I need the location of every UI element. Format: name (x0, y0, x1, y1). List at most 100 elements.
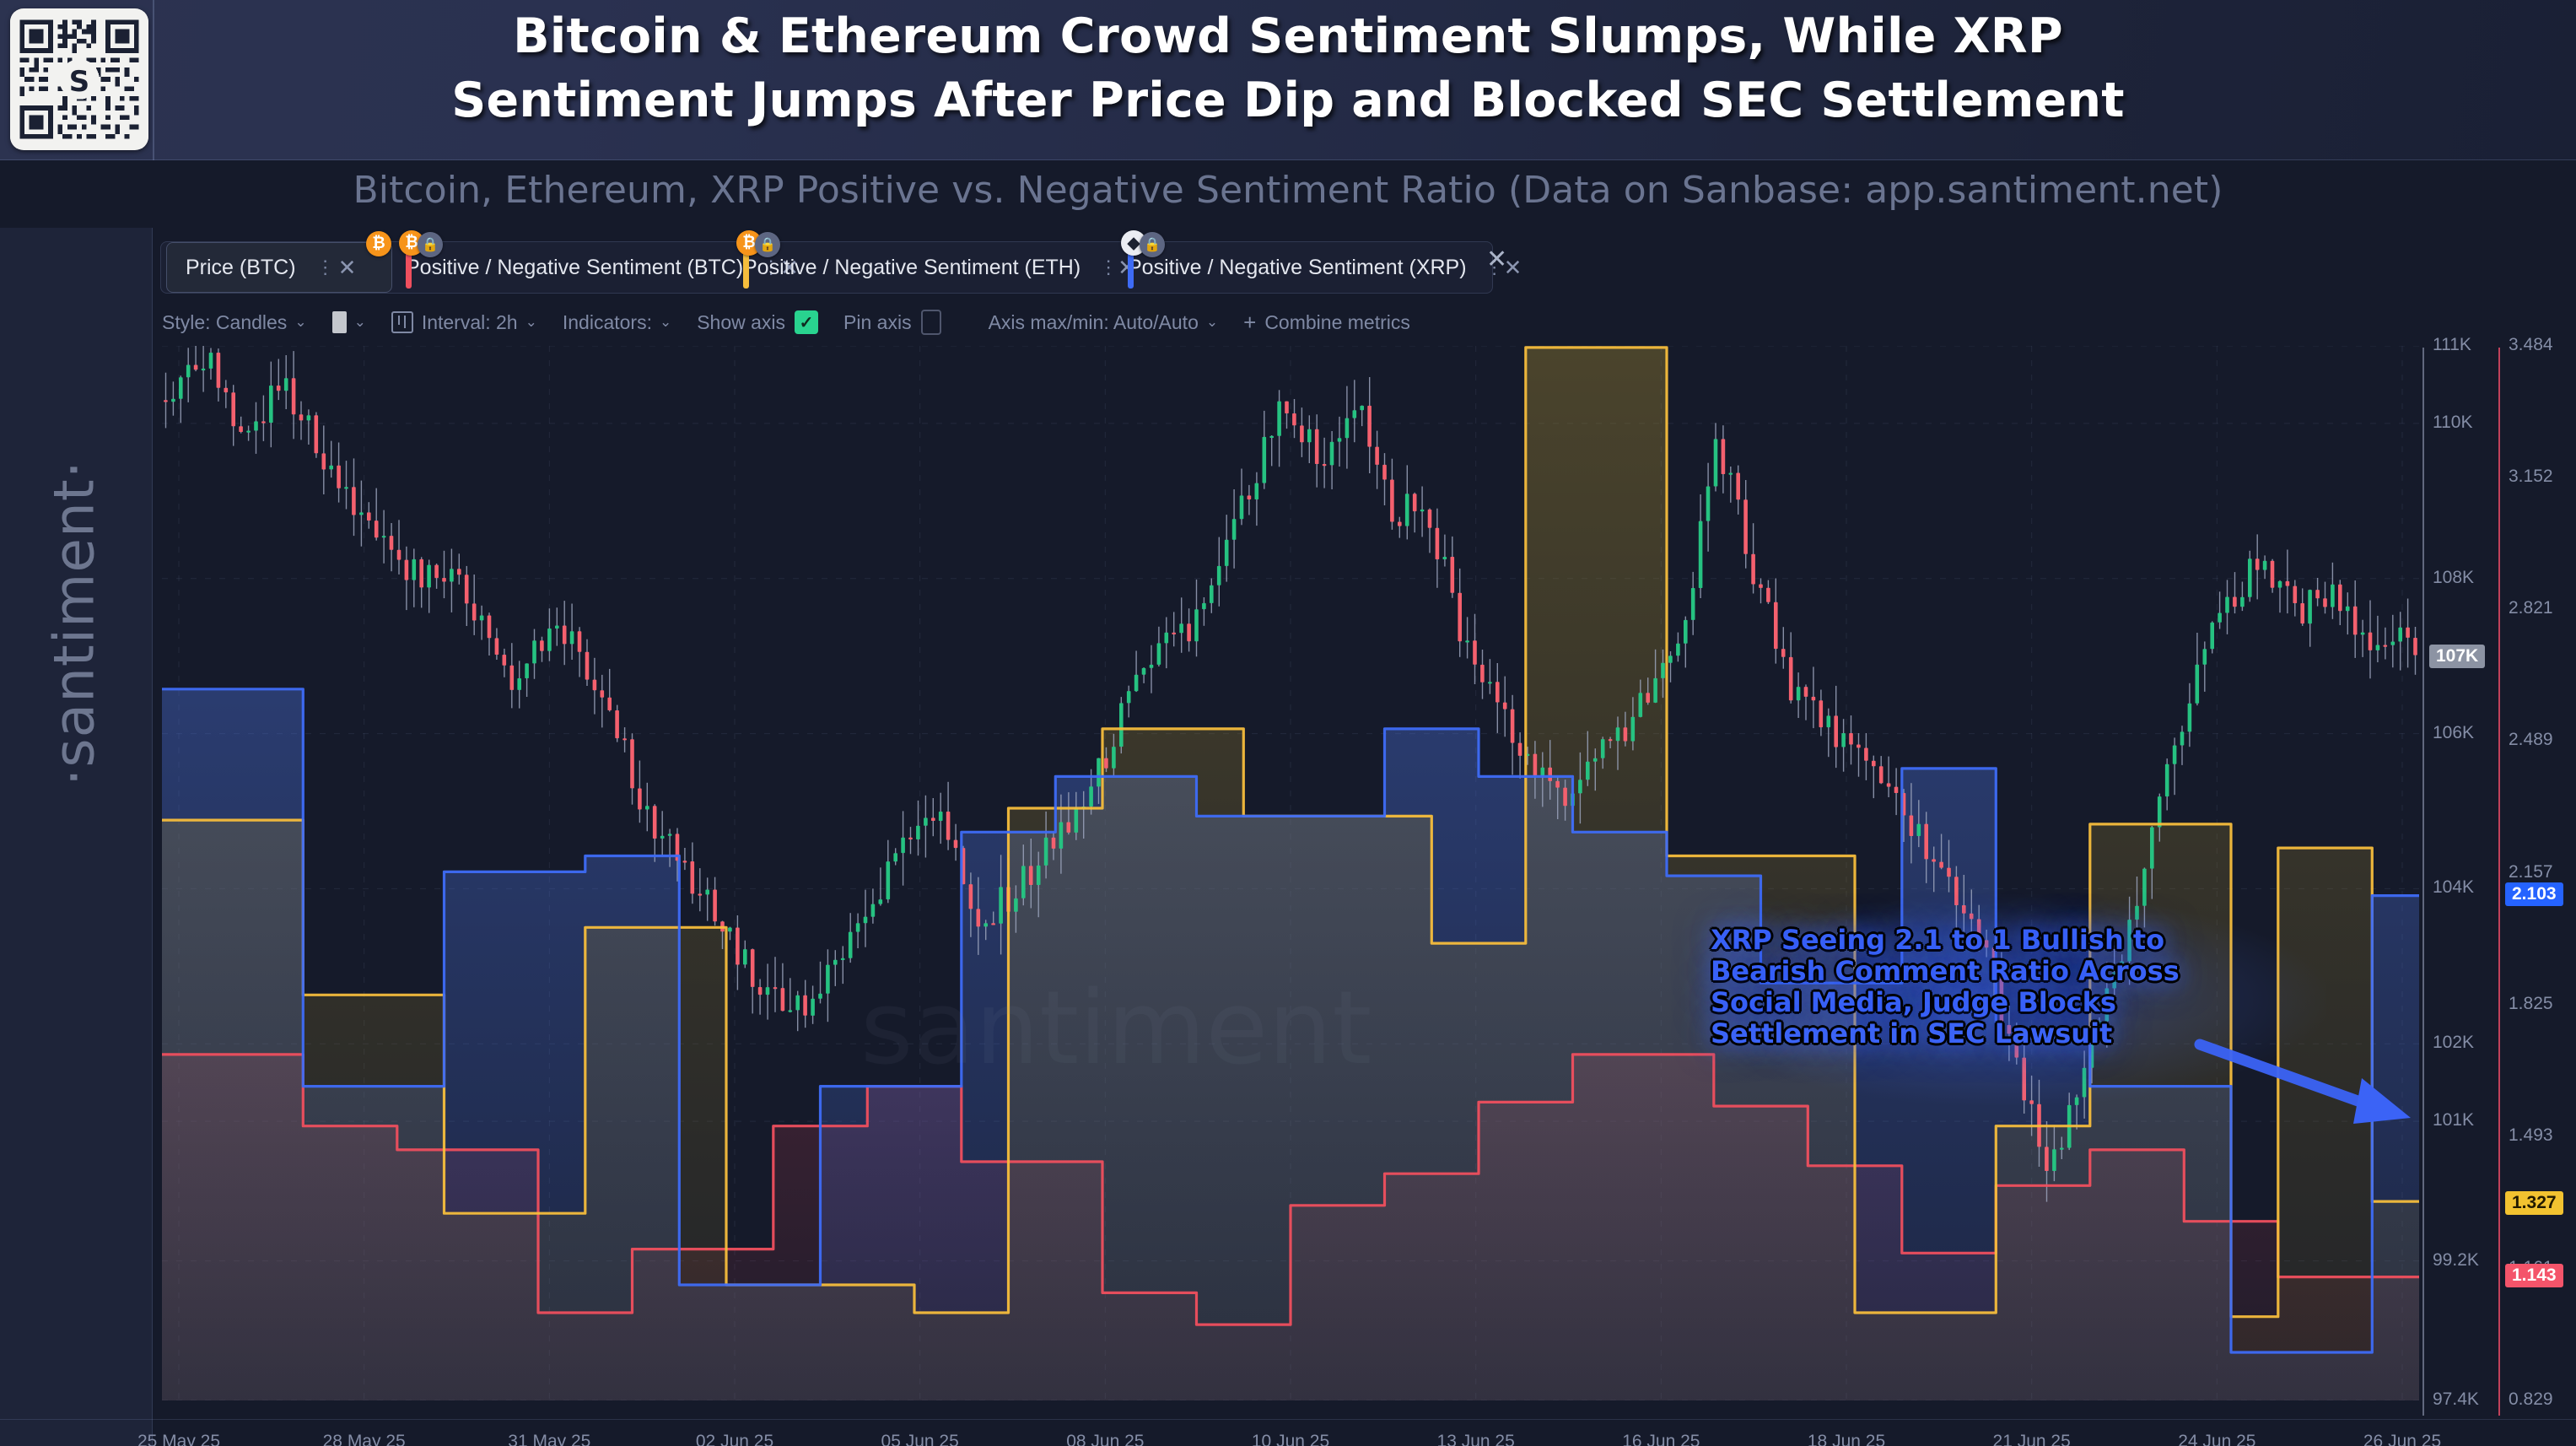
price-marker-pill: 107K (2429, 644, 2486, 668)
series-candles-price-btc (164, 346, 2417, 1202)
x-axis-tick: 05 Jun 25 (881, 1432, 959, 1446)
pin-axis-toggle[interactable]: Pin axis (843, 310, 941, 335)
eth-marker-pill: 1.327 (2505, 1190, 2563, 1215)
title-line-2: Sentiment Jumps After Price Dip and Bloc… (451, 72, 2125, 128)
indicators-label: Indicators: (562, 310, 652, 333)
tab-label: Positive / Negative Sentiment (BTC) (406, 255, 744, 279)
show-axis-label: Show axis (697, 310, 786, 333)
x-axis-tick: 21 Jun 25 (1992, 1432, 2071, 1446)
title-line-1: Bitcoin & Ethereum Crowd Sentiment Slump… (513, 8, 2063, 64)
tab-color-swatch (1128, 246, 1134, 289)
lock-icon: 🔒 (1140, 232, 1165, 257)
x-axis-tick: 16 Jun 25 (1622, 1432, 1700, 1446)
ratio-axis-tick: 3.484 (2509, 335, 2553, 354)
ratio-axis-tick: 0.829 (2509, 1389, 2553, 1409)
lock-icon: 🔒 (418, 232, 443, 257)
series-step-lines (162, 346, 2419, 1354)
price-axis-tick: 101K (2433, 1110, 2475, 1130)
ratio-axis-tick: 2.157 (2509, 861, 2553, 882)
chart-settings-toolbar: Style: Candles ⌄ ⌄ Interval: 2h ⌄ Indica… (162, 308, 1436, 337)
x-axis-tick: 26 Jun 25 (2363, 1432, 2442, 1446)
tab-menu-icon[interactable]: ⋮ (762, 256, 781, 278)
combine-metrics-button[interactable]: + Combine metrics (1243, 310, 1410, 336)
svg-text:S: S (69, 66, 89, 99)
chevron-down-icon: ⌄ (353, 314, 366, 330)
chart-svg (162, 346, 2419, 1400)
ratio-axis-tick: 1.825 (2509, 994, 2553, 1014)
combine-metrics-label: Combine metrics (1264, 310, 1410, 333)
tab-close-icon[interactable]: ✕ (1503, 254, 1522, 280)
chevron-down-icon: ⌄ (525, 314, 537, 330)
metric-tabs: Price (BTC) ⋮ ✕ ₿ Positive / Negative Se… (160, 230, 1522, 294)
show-axis-toggle[interactable]: Show axis ✓ (697, 310, 819, 334)
checkmark-icon[interactable]: ✓ (795, 310, 819, 334)
x-axis-tick: 02 Jun 25 (695, 1432, 774, 1446)
ratio-axis-line (2498, 348, 2500, 1416)
tab-color-swatch (743, 246, 749, 289)
tab-close-icon[interactable]: ✕ (337, 254, 357, 280)
tab-menu-icon[interactable]: ⋮ (315, 256, 335, 278)
x-axis[interactable]: 25 May 25 28 May 25 31 May 25 02 Jun 25 05 J… (0, 1419, 2576, 1446)
price-axis-tick: 111K (2433, 335, 2471, 354)
indicators-selector[interactable]: Indicators: ⌄ (563, 311, 671, 334)
lock-icon: 🔒 (755, 232, 780, 257)
plot-area[interactable] (162, 346, 2419, 1400)
x-axis-tick: 25 May 25 (137, 1432, 221, 1446)
price-axis-tick: 99.2K (2433, 1249, 2479, 1270)
tab-menu-icon[interactable]: ⋮ (1485, 256, 1504, 278)
color-swatch-icon (331, 311, 347, 333)
axis-minmax-selector[interactable]: Axis max/min: Auto/Auto ⌄ (989, 311, 1219, 334)
tab-menu-icon[interactable]: ⋮ (1099, 256, 1118, 278)
price-axis-tick: 106K (2433, 722, 2475, 742)
header-band: S Bitcoin & Ethereum Crowd Sentiment Slu… (0, 0, 2576, 160)
tab-label: Price (BTC) (186, 255, 296, 279)
santiment-watermark-left: ·santiment· (41, 460, 107, 786)
qr-code-icon[interactable]: S (10, 8, 148, 150)
ratio-axis-tick: 3.152 (2509, 467, 2553, 487)
header-divider (153, 0, 154, 160)
x-axis-tick: 31 May 25 (508, 1432, 591, 1446)
price-axis-tick: 108K (2433, 567, 2475, 587)
price-axis-tick: 104K (2433, 877, 2475, 898)
pin-axis-checkbox[interactable] (920, 310, 941, 335)
price-axis-tick: 97.4K (2433, 1389, 2479, 1409)
page-title: Bitcoin & Ethereum Crowd Sentiment Slump… (0, 5, 2576, 133)
price-axis-tick: 110K (2433, 412, 2473, 432)
x-axis-tick: 10 Jun 25 (1251, 1432, 1330, 1446)
candles-icon (391, 311, 413, 333)
tab-sentiment-eth[interactable]: Positive / Negative Sentiment (ETH) ⋮ ✕ … (736, 230, 1136, 293)
ratio-axis-tick: 1.493 (2509, 1125, 2553, 1146)
chevron-down-icon: ⌄ (1205, 314, 1219, 330)
close-all-tabs-icon[interactable]: ✕ (1486, 245, 1508, 273)
x-axis-tick: 24 Jun 25 (2178, 1432, 2256, 1446)
pin-axis-label: Pin axis (843, 310, 912, 333)
tab-price-btc[interactable]: Price (BTC) ⋮ ✕ ₿ (166, 231, 392, 293)
ratio-axis-tick: 2.489 (2509, 730, 2553, 750)
axis-minmax-label: Axis max/min: Auto/Auto (988, 310, 1199, 333)
tab-label: Positive / Negative Sentiment (ETH) (743, 255, 1081, 279)
plus-icon: + (1243, 309, 1257, 335)
interval-label: Interval: 2h (421, 310, 518, 333)
price-axis-line (2422, 348, 2424, 1416)
x-axis-tick: 18 Jun 25 (1807, 1432, 1886, 1446)
tab-close-icon[interactable]: ✕ (780, 254, 799, 280)
chart-container: ·santiment· Price (BTC) ⋮ ✕ ₿ Positive /… (0, 228, 2576, 1446)
xrp-marker-pill: 2.103 (2505, 882, 2563, 907)
style-selector[interactable]: Style: Candles ⌄ (162, 311, 307, 334)
interval-selector[interactable]: Interval: 2h ⌄ (391, 311, 537, 334)
x-axis-tick: 28 May 25 (322, 1432, 406, 1446)
left-rail: ·santiment· (0, 228, 153, 1446)
style-label: Style: Candles (162, 310, 288, 333)
tab-color-swatch (406, 246, 412, 289)
tab-sentiment-xrp[interactable]: Positive / Negative Sentiment (XRP) ⋮ ✕ … (1121, 230, 1522, 293)
chevron-down-icon: ⌄ (294, 314, 307, 330)
tab-sentiment-btc[interactable]: Positive / Negative Sentiment (BTC) ⋮ ✕ … (399, 230, 799, 293)
price-axis-tick: 102K (2433, 1033, 2475, 1053)
x-axis-tick: 13 Jun 25 (1436, 1432, 1515, 1446)
bitcoin-icon: ₿ (366, 231, 391, 256)
color-selector[interactable]: ⌄ (331, 311, 366, 333)
ratio-axis-tick: 2.821 (2509, 598, 2553, 618)
btc-marker-pill: 1.143 (2505, 1264, 2563, 1288)
chevron-down-icon: ⌄ (659, 314, 672, 330)
x-axis-tick: 08 Jun 25 (1066, 1432, 1145, 1446)
